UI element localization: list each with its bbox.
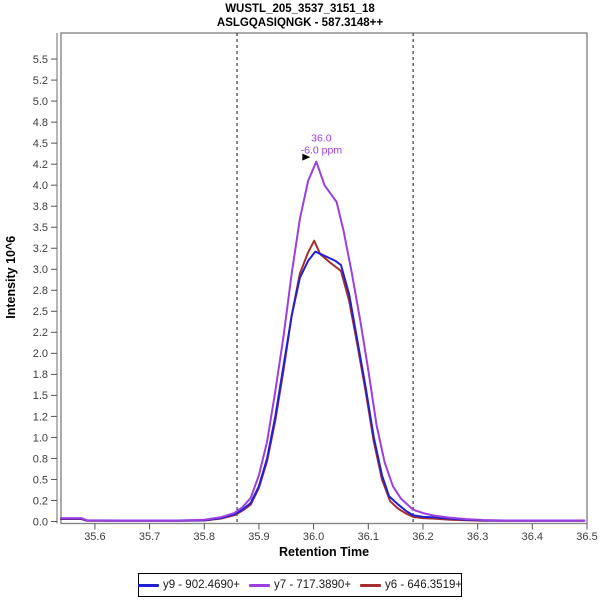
x-tick-label: 36.4	[522, 531, 543, 543]
x-tick-label: 36.1	[358, 531, 379, 543]
y-axis-title: Intensity 10^6	[4, 236, 18, 319]
peak-apex-marker-icon	[302, 153, 311, 161]
y-tick-label: 4.5	[33, 138, 48, 150]
chromatogram-trace-y6	[60, 239, 586, 522]
y-tick-label: 1.5	[33, 390, 48, 402]
y-tick-label: 2.2	[33, 327, 48, 339]
x-tick-label: 36.2	[412, 531, 433, 543]
legend-item: y7 - 717.3890+	[248, 579, 352, 591]
x-tick-label: 35.8	[194, 531, 215, 543]
y-tick-label: 3.5	[33, 222, 48, 234]
chromatogram-trace-y9	[60, 250, 586, 522]
legend-item: y6 - 646.3519+	[360, 579, 462, 591]
legend-line-swatch-icon	[248, 583, 270, 587]
y-tick-label: 0.8	[33, 453, 48, 465]
legend-label: y6 - 646.3519+	[385, 579, 463, 591]
y-tick-label: 5.5	[33, 54, 48, 66]
y-tick-label: 1.2	[33, 411, 48, 423]
x-tick-label: 35.7	[139, 531, 160, 543]
x-tick-label: 36.0	[303, 531, 324, 543]
y-tick-label: 2.8	[33, 285, 48, 297]
peak-rt-annotation: 36.0	[311, 133, 332, 145]
y-tick-label: 1.0	[33, 432, 48, 444]
legend-item: y9 - 902.4690+	[137, 579, 240, 591]
y-tick-label: 0.0	[33, 516, 48, 528]
y-tick-label: 4.0	[33, 180, 48, 192]
legend-label: y7 - 717.3890+	[273, 579, 352, 591]
legend-line-swatch-icon	[360, 583, 382, 587]
plot-frame	[60, 32, 588, 525]
y-tick-label: 3.0	[33, 264, 48, 276]
y-tick-label: 5.0	[33, 96, 48, 108]
legend: y9 - 902.4690+ y7 - 717.3890+ y6 - 646.351…	[137, 573, 462, 597]
y-tick-label: 1.8	[33, 369, 48, 381]
chart-title: WUSTL_205_3537_3151_18	[225, 3, 375, 15]
y-tick-label: 2.0	[33, 348, 48, 360]
y-tick-label: 4.8	[33, 117, 48, 129]
legend-line-swatch-icon	[137, 583, 159, 587]
y-tick-label: 3.2	[33, 243, 48, 255]
chromatogram-trace-y7	[60, 160, 586, 522]
x-tick-label: 35.9	[248, 531, 269, 543]
legend-label: y9 - 902.4690+	[162, 579, 240, 591]
x-tick-label: 36.3	[467, 531, 488, 543]
y-tick-label: 5.2	[33, 75, 48, 87]
peak-ppm-annotation: -6.0 ppm	[301, 145, 343, 157]
y-tick-label: 3.8	[33, 201, 48, 213]
chart-titles: WUSTL_205_3537_3151_18 ASLGQASIQNGK - 58…	[0, 2, 600, 30]
chart-subtitle: ASLGQASIQNGK - 587.3148++	[216, 17, 384, 29]
y-tick-label: 0.5	[33, 474, 48, 486]
x-tick-label: 36.5	[576, 531, 597, 543]
x-tick-label: 35.6	[84, 531, 105, 543]
x-axis-title: Retention Time	[279, 545, 369, 559]
y-tick-label: 4.2	[33, 159, 48, 171]
y-tick-label: 2.5	[33, 306, 48, 318]
y-tick-label: 0.2	[33, 495, 48, 507]
